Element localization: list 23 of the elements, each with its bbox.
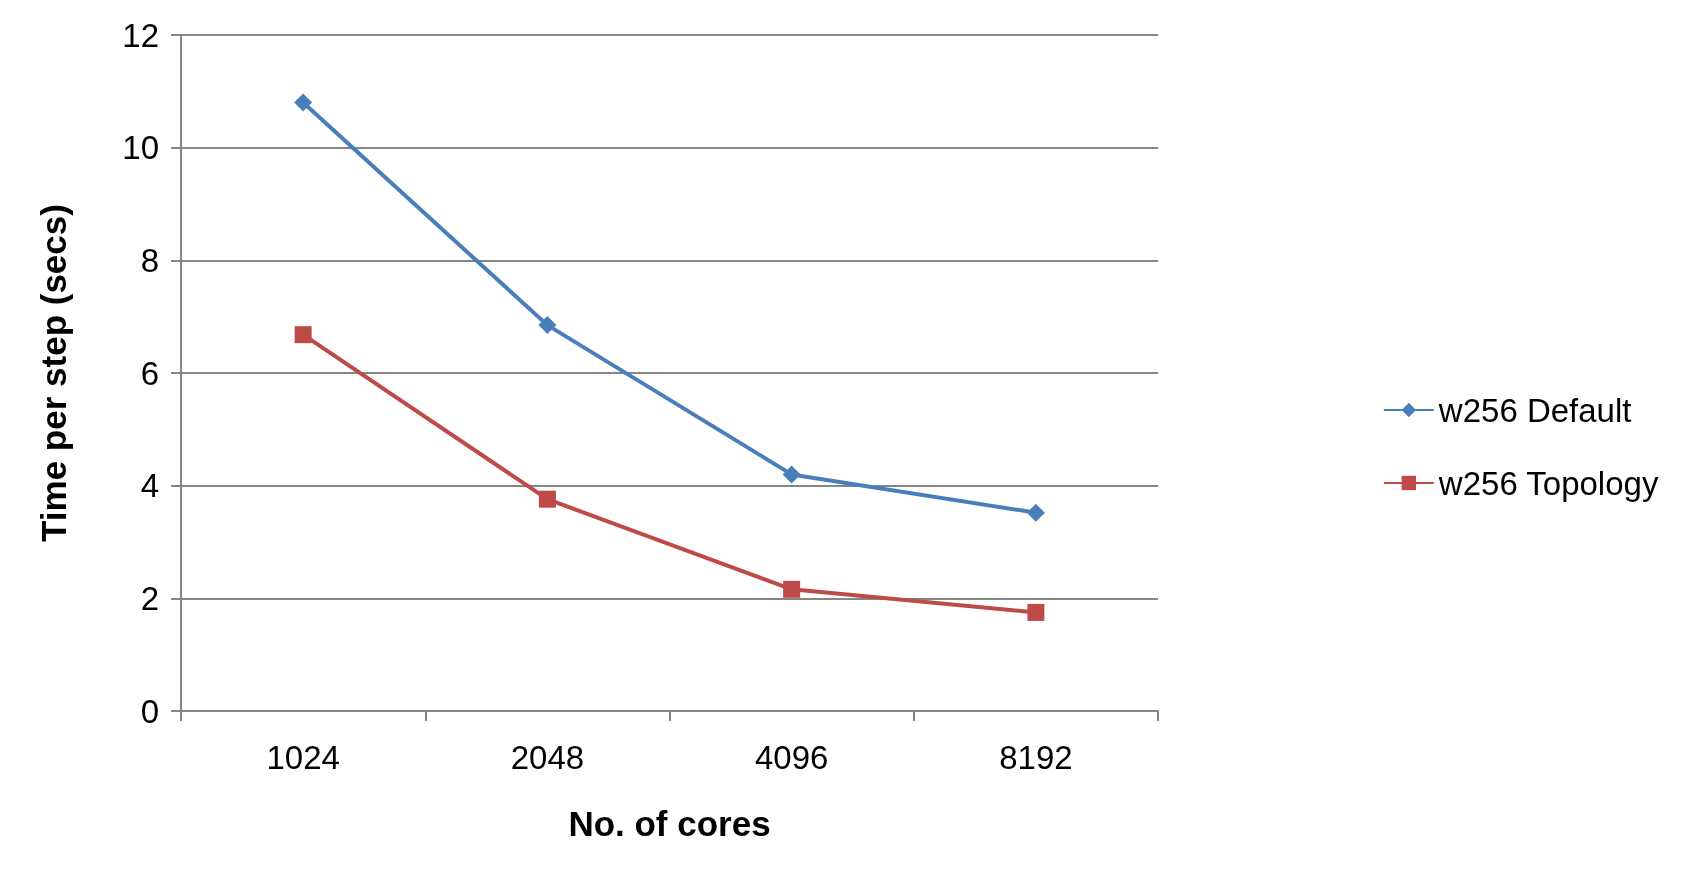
point [783, 580, 801, 598]
x-axis-title: No. of cores [568, 804, 771, 843]
y-tick-label: 10 [122, 129, 159, 167]
x-tick-label: 8192 [999, 739, 1073, 776]
y-tick-label: 0 [140, 692, 159, 730]
point [538, 490, 556, 508]
y-axis-title: Time per step (secs) [34, 204, 73, 542]
y-tick-label: 8 [140, 241, 159, 279]
y-tick-label: 6 [140, 354, 159, 392]
point [1026, 503, 1045, 522]
x-tick-label: 2048 [510, 739, 585, 776]
legend-label: w256 Topology [1437, 464, 1659, 502]
y-tick-label: 4 [140, 467, 159, 505]
point [782, 465, 801, 484]
y-tick-label: 12 [122, 16, 159, 54]
y-tick-label: 2 [140, 579, 159, 617]
point [294, 326, 312, 344]
x-tick-label: 4096 [754, 739, 829, 776]
point [1027, 603, 1045, 621]
point [538, 316, 557, 335]
x-tick-label: 1024 [266, 739, 340, 776]
legend-label: w256 Default [1437, 391, 1632, 429]
point [294, 93, 313, 112]
